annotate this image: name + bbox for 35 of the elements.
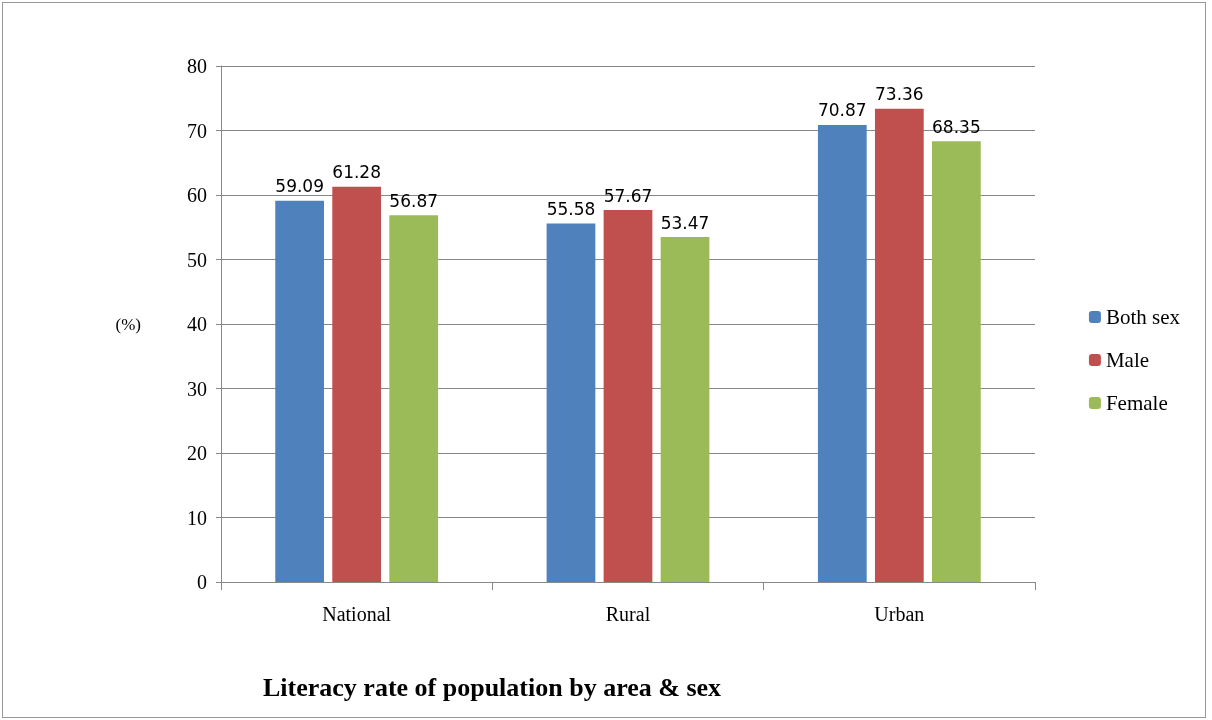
bar xyxy=(874,108,924,582)
bar xyxy=(660,237,710,582)
bar xyxy=(931,141,981,582)
legend-label: Male xyxy=(1105,348,1150,372)
y-axis-title: (%) xyxy=(115,314,141,334)
y-tick-label: 40 xyxy=(187,313,207,335)
data-label: 59.09 xyxy=(275,176,324,197)
bar xyxy=(389,215,439,582)
data-label: 73.36 xyxy=(875,84,924,105)
data-label: 53.47 xyxy=(660,212,710,233)
text: Literacy rate of population by area & sex xyxy=(263,672,722,702)
bar xyxy=(546,223,596,582)
bar xyxy=(817,124,867,582)
legend-label: Female xyxy=(1105,391,1168,415)
y-tick-label: 80 xyxy=(187,55,207,77)
data-label: 61.28 xyxy=(332,162,381,183)
legend-label: Both sex xyxy=(1105,305,1181,329)
y-tick-label: 70 xyxy=(187,119,207,142)
x-tick-label: Rural xyxy=(605,603,651,625)
y-tick-label: 60 xyxy=(187,184,207,206)
y-tick-label: 30 xyxy=(187,377,207,400)
x-tick-label: National xyxy=(322,603,392,625)
bar xyxy=(603,210,653,582)
y-tick-label: 0 xyxy=(197,571,207,593)
y-tick-label: 10 xyxy=(187,506,207,529)
data-label: 68.35 xyxy=(932,116,981,137)
data-label: 55.58 xyxy=(546,199,596,220)
x-tick-label: Urban xyxy=(874,603,925,625)
bar xyxy=(332,186,382,582)
bar xyxy=(275,200,325,582)
data-label: 56.87 xyxy=(389,190,439,211)
y-tick-label: 20 xyxy=(187,442,207,464)
data-label: 70.87 xyxy=(817,100,867,121)
y-tick-label: 50 xyxy=(187,248,207,271)
data-label: 57.67 xyxy=(603,185,653,206)
